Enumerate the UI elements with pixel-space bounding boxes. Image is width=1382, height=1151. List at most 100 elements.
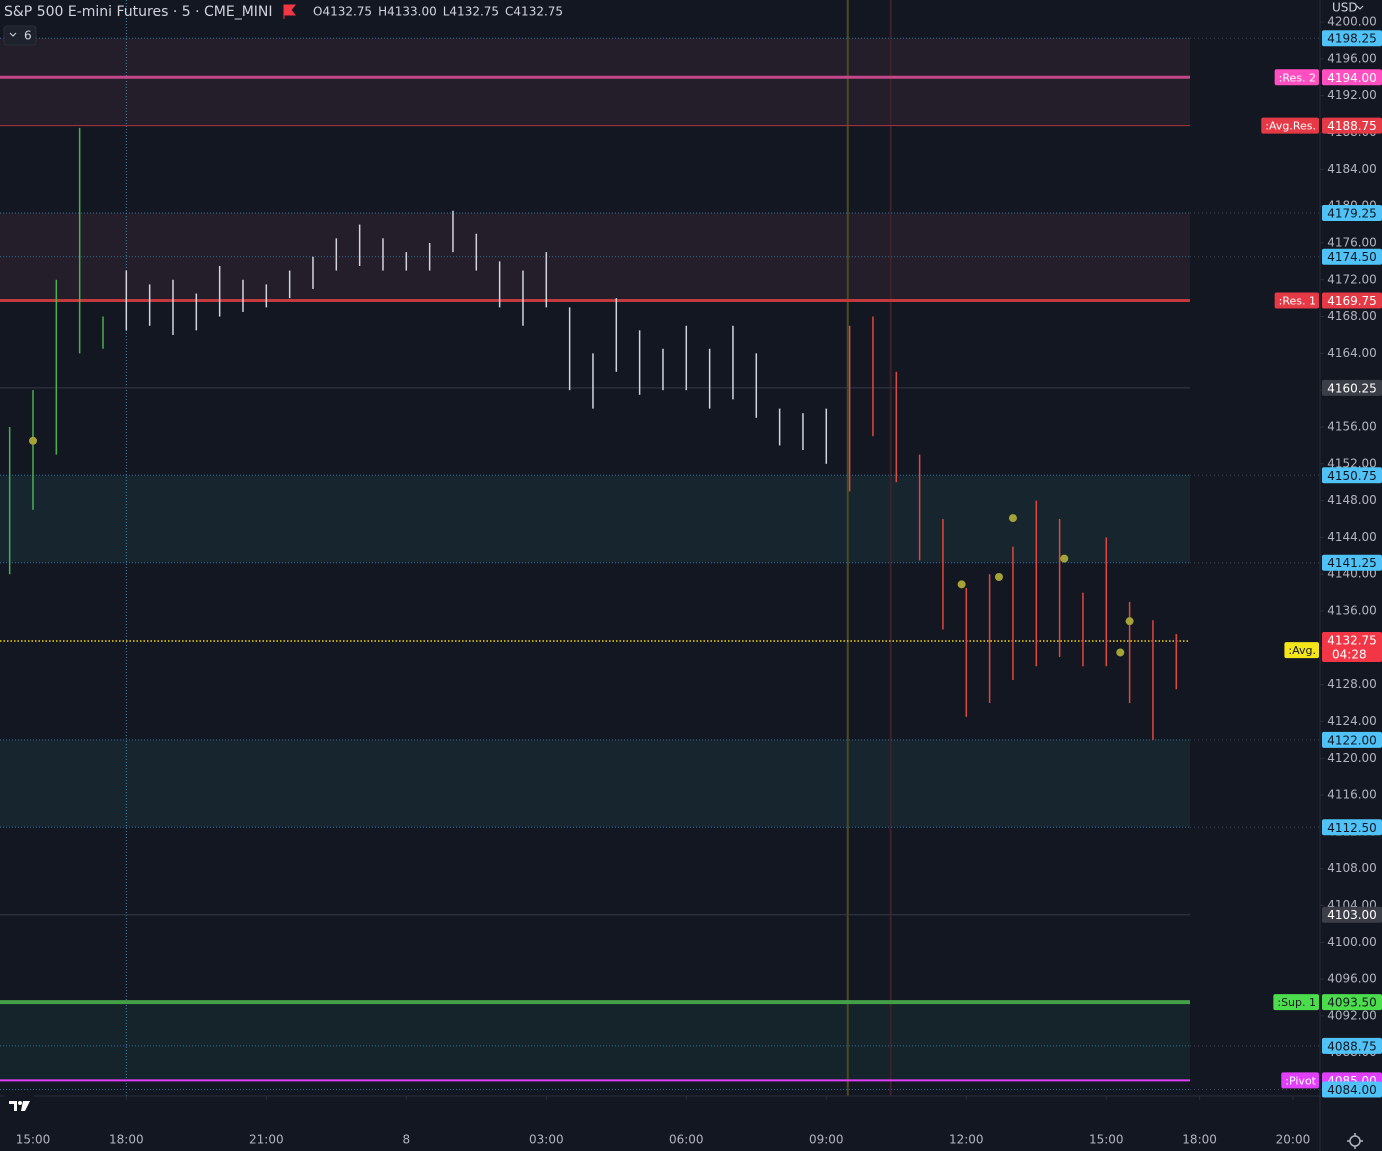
x-tick-label: 21:00 [249, 1133, 284, 1147]
x-tick-label: 18:00 [109, 1133, 144, 1147]
price-label-bg [1322, 731, 1382, 748]
y-tick-label: 4184.00 [1327, 162, 1377, 176]
price-label: 4169.75 [1327, 294, 1377, 308]
level-tag-bg [1281, 1072, 1319, 1089]
collapse-badge[interactable] [3, 25, 37, 46]
x-tick-label: 15:00 [1089, 1133, 1124, 1147]
x-tick-label: 12:00 [949, 1133, 984, 1147]
price-label: 4174.50 [1327, 250, 1377, 264]
ohlc-value: L4132.75 [443, 5, 499, 19]
price-label-bg [1322, 1081, 1382, 1098]
flag-icon [283, 4, 297, 19]
y-tick-label: 4200.00 [1327, 15, 1377, 29]
price-label-bg [1322, 379, 1382, 396]
price-label: 4093.50 [1327, 996, 1377, 1010]
y-tick-label: 4164.00 [1327, 346, 1377, 360]
price-label: 4112.50 [1327, 821, 1377, 835]
x-tick-label: 8 [402, 1133, 410, 1147]
ohlc-value: C4132.75 [505, 5, 563, 19]
x-tick-label: 03:00 [529, 1133, 564, 1147]
level-tag: :Sup. 1 [1277, 996, 1316, 1009]
level-tag: :Res. 1 [1279, 294, 1316, 307]
level-tag: :Pivot [1285, 1074, 1316, 1087]
price-label-bg [1322, 117, 1382, 134]
price-zone [0, 38, 1190, 126]
x-tick-label: 20:00 [1276, 1133, 1311, 1147]
ohlc-value: H4133.00 [378, 5, 437, 19]
price-label: 4084.00 [1327, 1083, 1377, 1097]
signal-dot [1008, 514, 1017, 523]
last-price-bg [1322, 631, 1382, 662]
signal-dot [1116, 648, 1125, 657]
price-label-bg [1322, 248, 1382, 265]
price-zone [0, 739, 1190, 828]
signal-dot [28, 436, 37, 445]
y-tick-label: 4172.00 [1327, 272, 1377, 286]
y-tick-label: 4100.00 [1327, 935, 1377, 949]
level-tag-bg [1284, 642, 1319, 659]
price-label: 4188.75 [1327, 119, 1377, 133]
signal-dot [1125, 617, 1134, 626]
tv-logo [4, 1094, 34, 1118]
badge-count: 6 [24, 29, 32, 43]
x-tick-label: 18:00 [1182, 1133, 1217, 1147]
price-label: 4150.75 [1327, 469, 1377, 483]
price-label-bg [1322, 205, 1382, 222]
y-tick-label: 4192.00 [1327, 88, 1377, 102]
level-tag: :Avg. [1288, 644, 1316, 657]
price-label: 4103.00 [1327, 908, 1377, 922]
currency-chevron [1356, 5, 1364, 10]
y-tick-label: 4124.00 [1327, 714, 1377, 728]
price-label: 4160.25 [1327, 381, 1377, 395]
price-label: 4194.00 [1327, 71, 1377, 85]
x-tick-label: 15:00 [16, 1133, 51, 1147]
price-label-bg [1322, 906, 1382, 923]
price-label-bg [1322, 30, 1382, 47]
price-label: 4179.25 [1327, 207, 1377, 221]
price-zone [0, 475, 1190, 563]
level-tag-bg [1261, 117, 1319, 134]
price-label-bg [1322, 1037, 1382, 1054]
signal-dot [994, 572, 1003, 581]
level-tag-bg [1273, 994, 1319, 1011]
price-label: 4122.00 [1327, 733, 1377, 747]
signal-dot [1060, 554, 1069, 563]
ohlc-value: O4132.75 [313, 5, 372, 19]
signal-dot [957, 580, 966, 589]
level-tag: :Res. 2 [1279, 71, 1316, 84]
y-tick-label: 4136.00 [1327, 604, 1377, 618]
settings-icon[interactable] [1347, 1133, 1363, 1149]
y-tick-label: 4096.00 [1327, 972, 1377, 986]
y-tick-label: 4128.00 [1327, 677, 1377, 691]
currency[interactable]: USD [1332, 1, 1358, 15]
price-label-bg [1322, 467, 1382, 484]
y-tick-label: 4108.00 [1327, 861, 1377, 875]
bar-countdown: 04:28 [1332, 647, 1367, 661]
price-label-bg [1322, 292, 1382, 309]
symbol-title: S&P 500 E-mini Futures · 5 · CME_MINI [4, 4, 273, 20]
level-tag-bg [1274, 69, 1319, 86]
y-tick-label: 4148.00 [1327, 493, 1377, 507]
price-label-bg [1322, 554, 1382, 571]
y-tick-label: 4144.00 [1327, 530, 1377, 544]
last-price-label: 4132.75 [1327, 633, 1377, 647]
price-label: 4198.25 [1327, 32, 1377, 46]
price-label-bg [1322, 994, 1382, 1011]
x-tick-label: 09:00 [809, 1133, 844, 1147]
level-tag-bg [1274, 292, 1319, 309]
price-label: 4141.25 [1327, 556, 1377, 570]
y-tick-label: 4168.00 [1327, 309, 1377, 323]
y-tick-label: 4116.00 [1327, 788, 1377, 802]
y-tick-label: 4092.00 [1327, 1008, 1377, 1022]
price-label-bg [1322, 69, 1382, 86]
x-tick-label: 06:00 [669, 1133, 704, 1147]
chevron-icon [9, 32, 17, 37]
y-tick-label: 4152.00 [1327, 456, 1377, 470]
y-tick-label: 4176.00 [1327, 235, 1377, 249]
price-label-bg [1322, 819, 1382, 836]
price-label: 4088.75 [1327, 1039, 1377, 1053]
price-zone [0, 1002, 1190, 1081]
